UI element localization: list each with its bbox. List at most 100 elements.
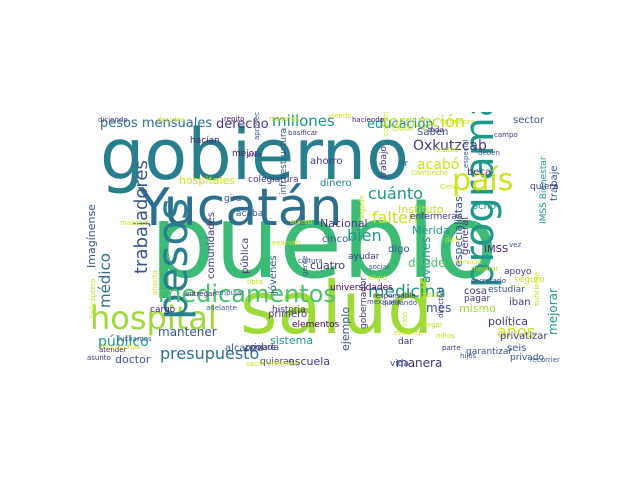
cloud-word: país [452, 163, 514, 198]
cloud-word: ayudar [348, 252, 380, 262]
cloud-word: público [98, 334, 149, 350]
cloud-word: jóvenes [268, 255, 279, 294]
cloud-word: cuatro [310, 259, 346, 272]
cloud-word: mantener [158, 325, 217, 339]
cloud-word: luchamos [118, 335, 152, 343]
cloud-word: mejor [232, 149, 259, 159]
cloud-word: iban [509, 297, 531, 308]
cloud-word: vez [509, 241, 522, 249]
cloud-word: pública [240, 237, 251, 274]
cloud-word: sistema [270, 334, 314, 347]
cloud-word: entregar [185, 290, 216, 298]
cloud-word: Imagínense [85, 204, 98, 268]
cloud-word: ocho [472, 201, 497, 212]
cloud-word: ciudad [435, 146, 459, 154]
cloud-word: bien [347, 226, 382, 245]
cloud-word: llegar [423, 321, 443, 329]
cloud-word: quiero [290, 218, 313, 226]
cloud-word: salud [240, 266, 433, 350]
cloud-word: mexicana [367, 298, 401, 306]
cloud-word: apoyo [504, 267, 532, 277]
cloud-word: especial [462, 139, 470, 168]
cloud-word: parte [442, 344, 461, 352]
cloud-word: política [488, 315, 528, 328]
cloud-word: Instituto [398, 203, 444, 216]
cloud-word: pesos mensuales [100, 116, 213, 131]
cloud-word: Cielo [440, 183, 458, 191]
cloud-word: mejorar [546, 288, 560, 335]
cloud-word: Oxkutzcab [413, 138, 487, 154]
cloud-word: quiera [530, 182, 559, 192]
cloud-word: digo [388, 244, 410, 255]
cloud-word: decirles [157, 116, 185, 124]
cloud-word: colegiatura [248, 175, 299, 185]
cloud-word: directivo [437, 287, 445, 318]
cloud-word: educación [367, 117, 434, 132]
cloud-word: alcanza [225, 343, 264, 354]
cloud-word: médico [96, 253, 114, 308]
cloud-word: repito [224, 115, 245, 123]
cloud-word: atender [99, 346, 127, 354]
cloud-word: privado [510, 353, 544, 363]
cloud-word: ahorita [151, 270, 159, 295]
cloud-word: manera [396, 356, 443, 368]
cloud-word: viva [247, 151, 262, 159]
cloud-word: acaba [236, 209, 264, 219]
cloud-word: mes [426, 301, 452, 315]
cloud-word: pobre [250, 343, 276, 353]
cloud-word: maestro [120, 219, 149, 227]
cloud-word: aprovecho [253, 112, 261, 140]
cloud-word: sector [513, 115, 545, 126]
cloud-word: millones [272, 112, 335, 130]
word-cloud: gobierno pueblo salud Yucatán programa hospit… [80, 112, 560, 368]
cloud-word: asunto [87, 354, 111, 362]
cloud-word: primero [268, 309, 308, 320]
cloud-word: hacían [190, 136, 220, 146]
cloud-word: social [369, 263, 389, 271]
cloud-word: presupuesto [160, 344, 260, 363]
cloud-word: llegado [358, 195, 366, 221]
cloud-word: mismo [459, 302, 496, 315]
cloud-word: Nacional [320, 217, 368, 230]
cloud-word: años [497, 322, 536, 341]
cloud-word: niños [436, 332, 455, 340]
cloud-word: recorriendo [530, 356, 560, 364]
cloud-word: Campeche [411, 169, 449, 177]
cloud-word: casos [420, 291, 440, 299]
cloud-word: helicóptero [89, 278, 97, 318]
cloud-word: responsable [373, 292, 416, 300]
cloud-word: quedando [382, 299, 418, 307]
cloud-word: acabó [417, 157, 460, 173]
cloud-word: obra [247, 278, 263, 286]
cloud-word: falten [372, 208, 419, 227]
cloud-word: cultura [298, 257, 323, 265]
cloud-word: basificar [288, 129, 318, 137]
cloud-word: elefante [394, 329, 423, 337]
cloud-word: Yucatán [138, 178, 343, 238]
cloud-word: seguro [514, 275, 545, 285]
cloud-word: cinco [322, 234, 349, 245]
cloud-word: enfermeras [410, 212, 462, 222]
cloud-word: eligió [368, 274, 387, 282]
cloud-word: servicio [455, 258, 482, 266]
cloud-word: pueblo [150, 183, 498, 302]
cloud-word: ejemplo [339, 306, 352, 351]
cloud-word: suficiente [533, 271, 541, 306]
cloud-word: UNAM [392, 125, 414, 133]
cloud-word: Mérida [412, 224, 450, 237]
cloud-word: mayores [269, 115, 300, 123]
cloud-word: privatizar [500, 331, 548, 342]
cloud-word: derecho [216, 117, 269, 132]
cloud-word: dar [398, 337, 413, 347]
cloud-word: general [460, 216, 471, 255]
cloud-word: rato [401, 311, 409, 326]
cloud-word: medicamentos [158, 280, 336, 308]
cloud-word: cargo [150, 305, 176, 315]
cloud-word: campo [494, 131, 518, 139]
cloud-word: IMSS [484, 244, 509, 255]
cloud-word: garantizar [466, 347, 513, 357]
cloud-word: sacar adelante [246, 360, 298, 368]
cloud-word: comunidades [206, 212, 217, 279]
cloud-word: adelante [206, 304, 237, 312]
cloud-word: doctor [115, 353, 151, 366]
